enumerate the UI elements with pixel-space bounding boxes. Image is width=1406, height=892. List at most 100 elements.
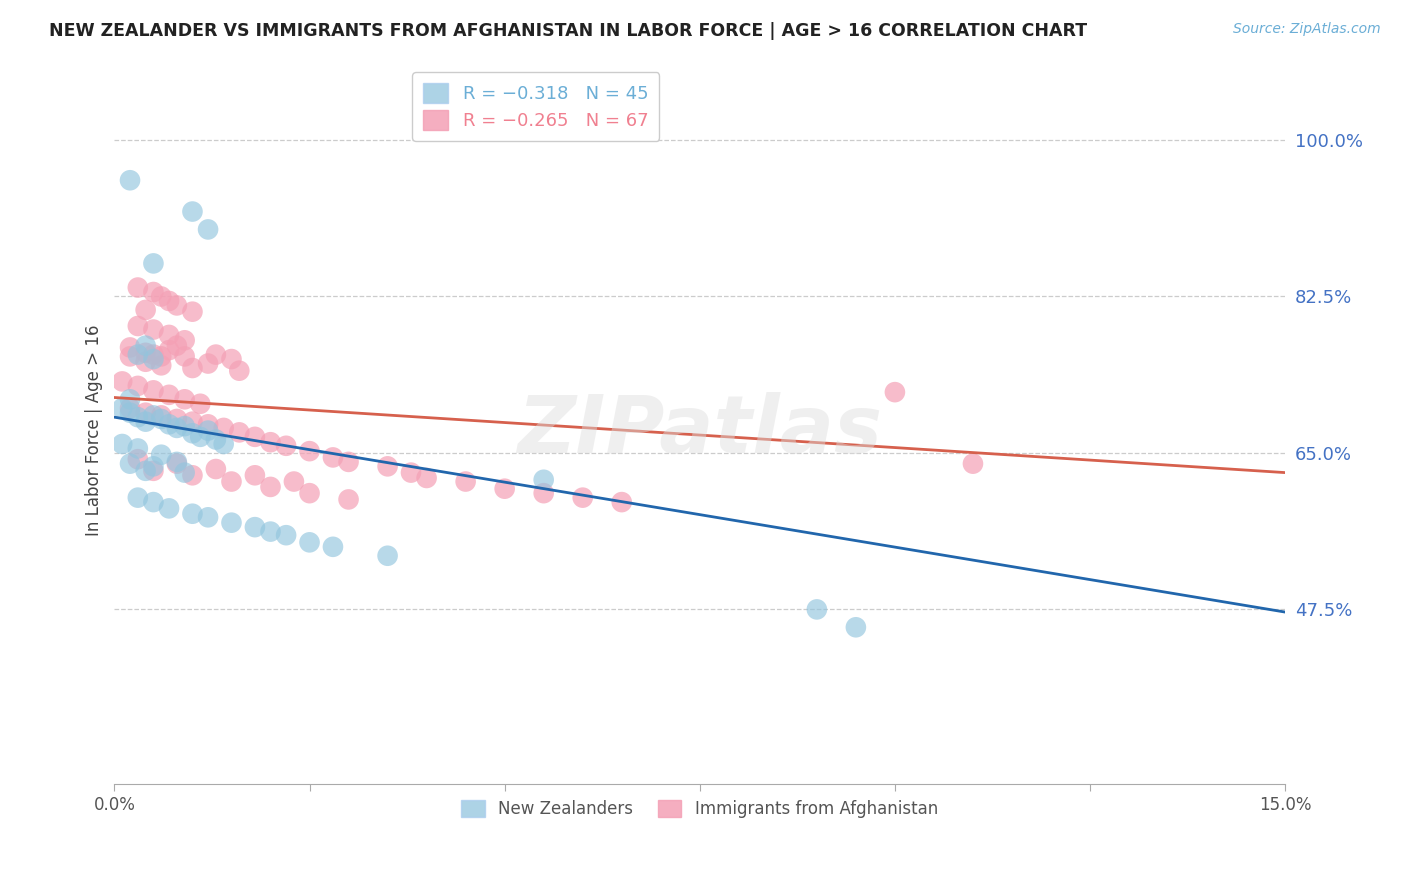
Point [610,495,633,509]
Point [142,285,165,299]
Point [181,304,204,318]
Point [337,455,360,469]
Point [118,401,141,416]
Point [197,357,219,371]
Point [221,352,243,367]
Point [883,385,905,400]
Point [157,327,180,342]
Point [142,348,165,362]
Point [135,406,157,420]
Point [127,491,149,505]
Point [166,298,188,312]
Point [118,341,141,355]
Point [135,339,157,353]
Point [337,492,360,507]
Point [173,333,195,347]
Point [111,375,134,389]
Point [298,535,321,549]
Point [157,501,180,516]
Point [111,437,134,451]
Point [142,409,165,423]
Point [127,410,149,425]
Point [259,435,281,450]
Point [399,466,422,480]
Point [118,406,141,420]
Point [142,495,165,509]
Point [142,256,165,270]
Point [181,204,204,219]
Point [845,620,868,634]
Point [181,426,204,441]
Point [415,471,437,485]
Point [454,475,477,489]
Point [127,280,149,294]
Point [127,452,149,467]
Legend: New Zealanders, Immigrants from Afghanistan: New Zealanders, Immigrants from Afghanis… [454,793,945,825]
Point [377,549,399,563]
Point [494,482,516,496]
Point [243,430,266,444]
Point [150,412,173,426]
Point [142,459,165,474]
Point [188,397,211,411]
Point [166,421,188,435]
Point [135,415,157,429]
Point [533,486,555,500]
Point [166,457,188,471]
Point [243,520,266,534]
Point [259,524,281,539]
Point [298,486,321,500]
Point [173,350,195,364]
Point [806,602,828,616]
Point [197,417,219,432]
Point [181,415,204,429]
Point [188,430,211,444]
Point [298,444,321,458]
Point [205,462,228,476]
Point [962,457,984,471]
Point [197,222,219,236]
Point [135,346,157,360]
Text: Source: ZipAtlas.com: Source: ZipAtlas.com [1233,22,1381,37]
Point [166,455,188,469]
Point [221,516,243,530]
Point [150,350,173,364]
Point [173,392,195,407]
Point [197,510,219,524]
Point [118,173,141,187]
Point [157,343,180,358]
Point [157,388,180,402]
Point [111,401,134,416]
Point [157,293,180,308]
Point [274,528,297,542]
Point [142,352,165,367]
Point [142,322,165,336]
Point [142,384,165,398]
Point [274,439,297,453]
Point [181,361,204,376]
Point [205,348,228,362]
Point [127,318,149,333]
Point [135,302,157,317]
Point [127,348,149,362]
Point [181,507,204,521]
Point [118,457,141,471]
Point [322,450,344,465]
Point [118,392,141,407]
Point [118,350,141,364]
Point [150,409,173,423]
Point [228,364,250,378]
Point [181,468,204,483]
Text: ZIPatlas: ZIPatlas [517,392,883,469]
Point [166,339,188,353]
Text: NEW ZEALANDER VS IMMIGRANTS FROM AFGHANISTAN IN LABOR FORCE | AGE > 16 CORRELATI: NEW ZEALANDER VS IMMIGRANTS FROM AFGHANI… [49,22,1087,40]
Point [377,459,399,474]
Point [259,480,281,494]
Point [142,464,165,478]
Point [571,491,593,505]
Point [150,448,173,462]
Point [166,412,188,426]
Point [135,464,157,478]
Point [127,379,149,393]
Point [283,475,305,489]
